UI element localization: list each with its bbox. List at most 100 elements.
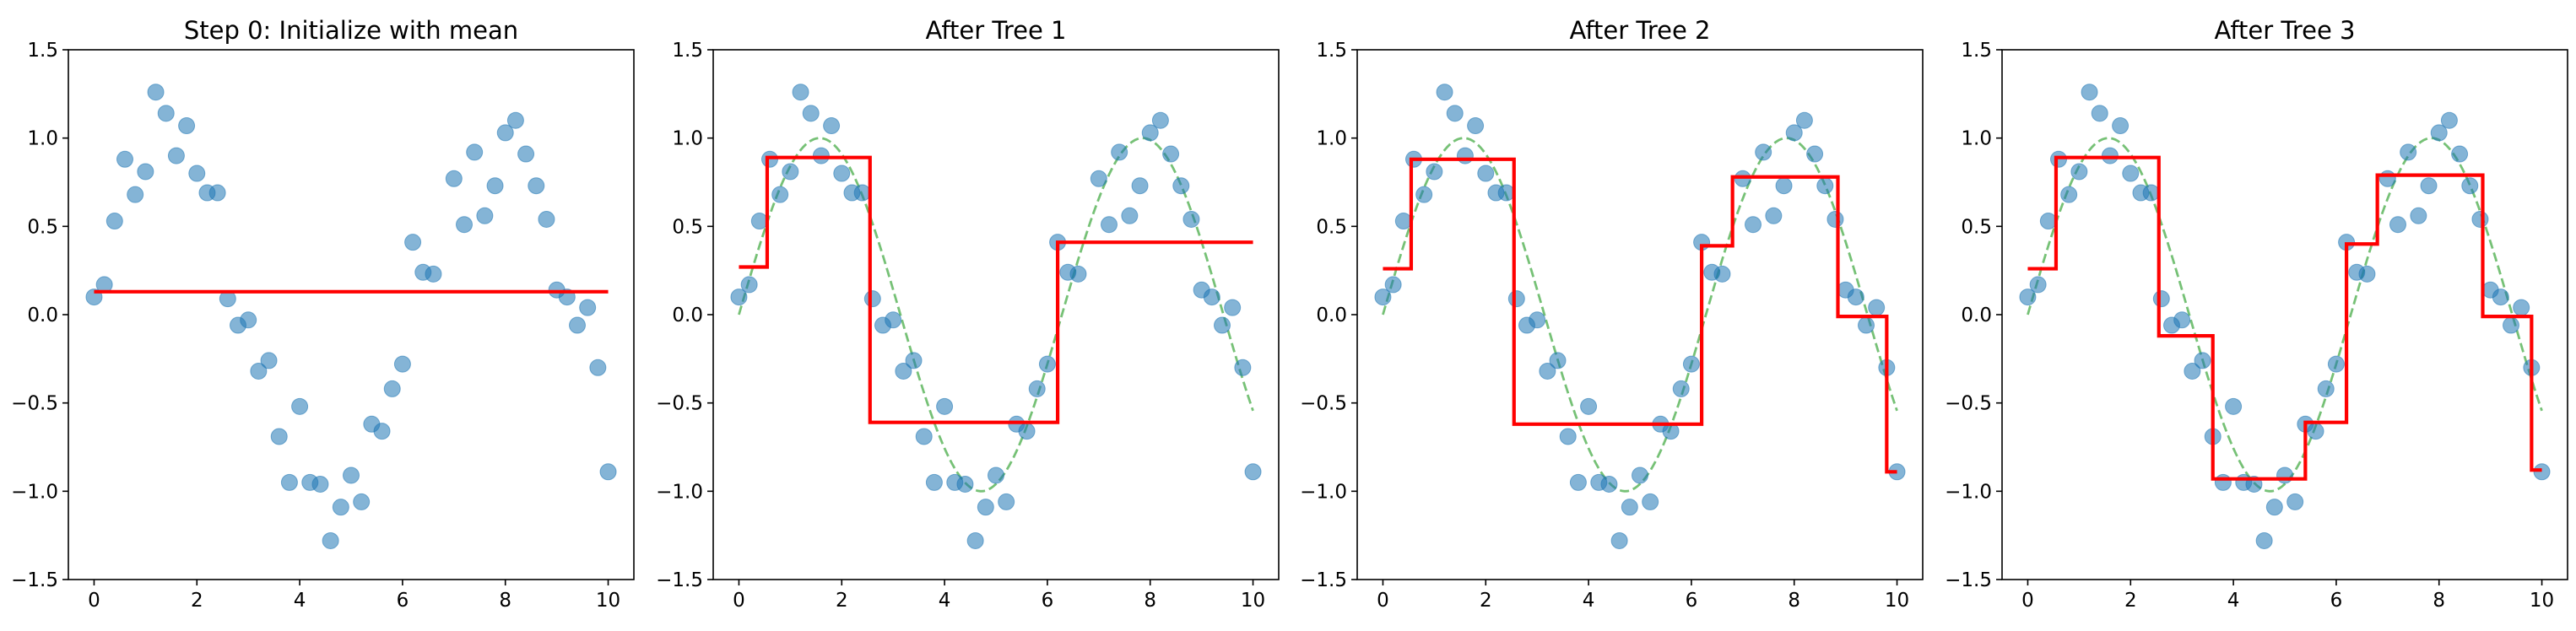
data-point — [2378, 170, 2396, 187]
data-point — [1847, 289, 1864, 306]
data-point — [496, 124, 514, 142]
data-point — [270, 428, 288, 445]
data-point — [1141, 124, 1159, 142]
data-point — [2265, 499, 2283, 516]
data-point — [1868, 299, 1886, 316]
chart-panel-2: After Tree 1 0 2 4 6 8 10 −1.5 −1.0 −0.5 0.0 0.5 1.0… — [656, 16, 1280, 612]
chart-panel-3: After Tree 2 0 2 4 6 8 10 −1.5 −1.0 −0.5 0.0 0.5 1.0… — [1300, 16, 1924, 612]
data-point — [782, 163, 799, 181]
data-point — [456, 216, 473, 234]
data-point — [2142, 184, 2160, 202]
data-point — [528, 177, 545, 195]
data-point — [988, 467, 1004, 484]
data-point — [373, 423, 391, 440]
plot-area — [85, 84, 617, 549]
data-point — [250, 362, 268, 380]
y-tick-label: −1.5 — [656, 569, 703, 591]
data-point — [445, 170, 463, 187]
chart-title: After Tree 1 — [926, 16, 1067, 45]
data-point — [167, 147, 185, 164]
data-point — [905, 352, 923, 369]
data-point — [2420, 177, 2438, 195]
data-point — [977, 499, 994, 516]
data-point — [425, 265, 442, 283]
data-point — [1580, 397, 1598, 415]
data-point — [178, 117, 196, 135]
plot-area — [730, 84, 1262, 549]
data-point — [1069, 265, 1087, 283]
data-point — [1549, 352, 1567, 369]
data-point — [137, 163, 154, 181]
data-point — [157, 105, 175, 122]
data-point — [1672, 380, 1690, 397]
data-point — [1374, 289, 1392, 306]
data-point — [383, 380, 401, 397]
data-point — [127, 186, 144, 203]
data-point — [998, 493, 1015, 510]
data-point — [1101, 216, 1118, 234]
data-point — [1621, 499, 1638, 516]
data-point — [1244, 463, 1262, 481]
data-point — [2327, 355, 2345, 373]
y-tick-label: −1.0 — [1945, 481, 1992, 503]
data-point — [2400, 143, 2417, 161]
x-tick-label: 10 — [1241, 590, 1265, 612]
y-tick-label: 0.0 — [1316, 305, 1347, 326]
data-point — [1467, 117, 1485, 135]
axes-frame — [68, 49, 635, 580]
data-point — [1497, 184, 1515, 202]
chart-panel-4: After Tree 3 0 2 4 6 8 10 −1.5 −1.0 −0.5 0.0 0.5 1.0… — [1945, 16, 2568, 612]
x-tick-label: 6 — [1686, 590, 1698, 612]
data-point — [1610, 531, 1628, 549]
y-tick-label: 1.0 — [672, 128, 703, 150]
x-tick-label: 4 — [2227, 590, 2240, 612]
y-tick-label: 1.5 — [672, 40, 703, 62]
data-point — [260, 352, 278, 369]
data-point — [2091, 105, 2108, 122]
y-tick-label: −0.5 — [656, 393, 703, 415]
data-point — [915, 428, 933, 445]
data-point — [506, 111, 524, 129]
data-point — [2410, 207, 2427, 224]
data-point — [1507, 290, 1525, 308]
data-point — [1224, 299, 1242, 316]
data-point — [1436, 84, 1453, 101]
data-point — [863, 290, 881, 308]
y-tick-label: 0.5 — [1961, 216, 1992, 238]
data-point — [925, 473, 943, 491]
data-point — [2112, 117, 2130, 135]
data-point — [1090, 170, 1107, 187]
data-point — [885, 311, 902, 329]
data-point — [147, 84, 165, 101]
data-point — [1569, 473, 1587, 491]
chart-title: Step 0: Initialize with mean — [184, 16, 518, 45]
data-point — [1182, 210, 1200, 228]
data-point — [2307, 423, 2324, 440]
y-tick-label: −1.5 — [11, 569, 58, 591]
data-point — [833, 164, 851, 182]
data-point — [322, 531, 339, 549]
data-point — [823, 117, 841, 135]
y-tick-label: −1.0 — [656, 481, 703, 503]
data-point — [1415, 186, 1433, 203]
data-point — [2317, 380, 2335, 397]
data-point — [1234, 359, 1252, 376]
data-point — [486, 177, 504, 195]
data-point — [517, 145, 535, 163]
y-tick-label: 0.5 — [1316, 216, 1347, 238]
y-tick-label: −1.5 — [1300, 569, 1347, 591]
y-tick-label: 0.0 — [27, 305, 58, 326]
data-point — [404, 234, 422, 251]
data-point — [208, 184, 226, 202]
data-point — [2214, 473, 2232, 491]
data-point — [1384, 276, 1402, 294]
data-point — [2451, 145, 2469, 163]
data-point — [2358, 265, 2376, 283]
data-point — [579, 299, 597, 316]
data-point — [2122, 164, 2140, 182]
data-point — [1775, 177, 1793, 195]
data-point — [393, 355, 411, 373]
data-point — [2039, 213, 2057, 230]
data-point — [476, 207, 494, 224]
data-point — [2461, 177, 2479, 195]
